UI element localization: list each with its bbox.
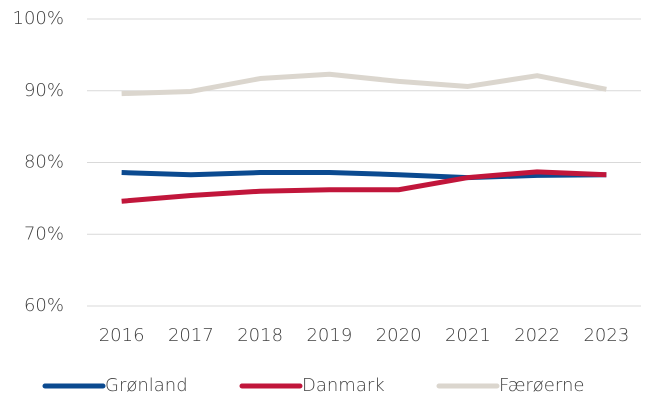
x-tick-label: 2021: [445, 325, 491, 346]
y-tick-label: 100%: [13, 8, 64, 29]
legend-label: Danmark: [302, 375, 385, 396]
y-tick-label: 90%: [24, 80, 64, 101]
x-tick-label: 2019: [306, 325, 352, 346]
x-tick-label: 2020: [376, 325, 422, 346]
x-tick-label: 2023: [583, 325, 629, 346]
legend-label: Færøerne: [499, 375, 584, 396]
y-tick-label: 60%: [24, 295, 64, 316]
series-line: [121, 71, 607, 97]
x-tick-label: 2017: [168, 325, 214, 346]
x-tick-label: 2022: [514, 325, 560, 346]
y-tick-label: 70%: [24, 223, 64, 244]
legend-label: Grønland: [105, 375, 188, 396]
x-tick-label: 2016: [99, 325, 145, 346]
x-tick-label: 2018: [237, 325, 283, 346]
series-line: [121, 169, 607, 204]
y-tick-label: 80%: [24, 152, 64, 173]
series-line: [121, 170, 607, 181]
